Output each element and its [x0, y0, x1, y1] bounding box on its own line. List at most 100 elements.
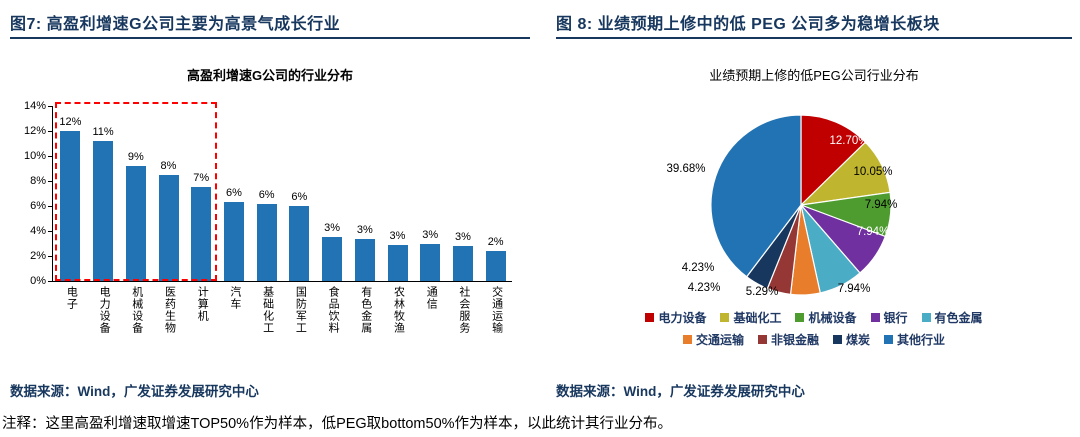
pie-data-label: 7.94%	[838, 283, 871, 295]
legend-swatch	[884, 335, 894, 344]
bar	[485, 251, 506, 281]
pie-chart-title: 业绩预期上修的低PEG公司行业分布	[709, 68, 919, 83]
bar-value-label: 3%	[422, 228, 439, 241]
bar	[420, 243, 441, 281]
x-axis-category-label: 食品饮料	[327, 286, 340, 334]
pie-data-label: 39.68%	[666, 163, 705, 175]
legend-item: 电力设备	[645, 309, 706, 326]
x-axis-category-label: 国防军工	[294, 286, 307, 334]
bar	[125, 166, 146, 281]
legend-label: 其他行业	[897, 333, 946, 347]
x-axis-category-label: 医药生物	[163, 286, 176, 334]
footnote: 注释：这里高盈利增速取增速TOP50%作为样本，低PEG取bottom50%作为…	[2, 416, 673, 432]
bar-value-label: 3%	[389, 229, 406, 242]
pie-chart: 12.70% 10.05% 7.94% 7.94% 7.94% 5.29% 4.23% 4.2…	[666, 114, 898, 298]
bar-chart: 0% 2% 4% 6% 8% 10% 12% 14% 12% 电子 11% 电力设备 9% 机械设备 8% 医…	[10, 10, 530, 410]
legend-label: 有色金属	[934, 311, 983, 325]
legend-label: 银行	[883, 311, 908, 325]
y-axis-tick-label: 14%	[23, 100, 46, 112]
x-axis-category-label: 基础化工	[261, 286, 274, 334]
figure-8-panel: 图 8: 业绩预期上修中的低 PEG 公司多为稳增长板块 业绩预期上修的低PEG…	[556, 10, 1072, 410]
y-axis-tick-label: 12%	[23, 125, 46, 137]
legend-swatch	[757, 335, 767, 344]
legend-row: 电力设备 基础化工 机械设备 银行 有色金属	[645, 309, 983, 326]
legend-label: 电力设备	[658, 311, 707, 325]
legend-swatch	[870, 313, 880, 322]
bar-value-label: 12%	[59, 116, 82, 128]
bar-value-label: 3%	[324, 222, 341, 235]
pie-data-label: 12.70%	[829, 135, 868, 147]
legend-swatch	[833, 335, 842, 344]
legend-label: 基础化工	[733, 311, 782, 325]
x-axis-line	[52, 281, 512, 282]
x-axis-category-label: 计算机	[196, 286, 209, 322]
pie-data-label: 7.94%	[865, 199, 898, 211]
pie-data-label: 5.29%	[746, 286, 779, 298]
bar-value-label: 9%	[127, 151, 144, 163]
legend-item: 基础化工	[720, 309, 781, 326]
y-axis-tick-mark	[48, 181, 52, 182]
pie-data-label: 4.23%	[688, 282, 721, 294]
bar-value-label: 6%	[258, 188, 275, 201]
figure-7-header: 图7: 高盈利增速G公司主要为高景气成长行业	[10, 16, 341, 33]
bar	[452, 246, 473, 281]
pie-data-label: 4.23%	[682, 262, 715, 274]
y-axis-tick-mark	[48, 156, 52, 157]
y-axis-tick-label: 2%	[30, 250, 46, 262]
legend-label: 非银金融	[770, 333, 819, 347]
pie-legend: 电力设备 基础化工 机械设备 银行 有色金属交通运输 非银金融 煤炭 其他行业	[556, 309, 1072, 348]
x-axis-category-label: 交通运输	[490, 286, 503, 334]
figure-8-source: 数据来源：Wind，广发证券发展研究中心	[556, 384, 805, 399]
legend-label: 交通运输	[695, 333, 744, 347]
legend-item: 银行	[870, 309, 908, 326]
bar-value-label: 6%	[225, 187, 242, 200]
x-axis-category-label: 机械设备	[130, 286, 143, 334]
pie-data-label: 7.94%	[857, 226, 890, 238]
bar-value-label: 3%	[454, 231, 471, 243]
bar-value-label: 6%	[291, 191, 308, 203]
figure-8-header-rule	[556, 37, 1072, 39]
x-axis-category-label: 农林牧渔	[392, 286, 405, 334]
bar	[354, 238, 375, 281]
y-axis-tick-mark	[48, 106, 52, 107]
bar	[60, 131, 81, 281]
pie-slice-电力设备	[800, 114, 867, 207]
x-axis-category-label: 电子	[65, 286, 78, 310]
figure-7-header-rule	[10, 37, 530, 39]
legend-swatch	[682, 335, 692, 344]
legend-item: 煤炭	[833, 331, 870, 348]
bar	[256, 203, 277, 281]
legend-label: 煤炭	[846, 333, 871, 347]
highlight-box	[55, 102, 217, 281]
bar-value-label: 8%	[160, 159, 177, 172]
y-axis-tick-mark	[48, 231, 52, 232]
legend-item: 机械设备	[795, 309, 857, 326]
bar-chart-title: 高盈利增速G公司的行业分布	[186, 68, 354, 83]
legend-item: 其他行业	[884, 331, 945, 348]
bar	[223, 202, 244, 281]
bar	[387, 244, 408, 281]
x-axis-category-label: 电力设备	[98, 286, 111, 334]
figure-8-header: 图 8: 业绩预期上修中的低 PEG 公司多为稳增长板块	[556, 16, 940, 33]
y-axis-tick-label: 4%	[30, 225, 46, 237]
legend-swatch	[795, 313, 805, 322]
bar-value-label: 2%	[487, 236, 504, 248]
y-axis-tick-label: 6%	[30, 200, 46, 212]
bar-value-label: 11%	[92, 126, 114, 138]
y-axis-line	[52, 106, 53, 281]
legend-label: 机械设备	[808, 311, 857, 325]
y-axis-tick-label: 8%	[30, 175, 46, 187]
figure-7-source: 数据来源：Wind，广发证券发展研究中心	[10, 384, 259, 399]
y-axis-tick-mark	[48, 256, 52, 257]
legend-swatch	[720, 313, 730, 322]
y-axis-tick-mark	[48, 131, 52, 132]
legend-row: 交通运输 非银金融 煤炭 其他行业	[682, 331, 945, 348]
bar	[93, 141, 114, 281]
legend-item: 交通运输	[682, 331, 744, 348]
pie-slice-其他行业	[710, 114, 802, 278]
x-axis-category-label: 通信	[425, 286, 438, 310]
legend-item: 有色金属	[921, 309, 983, 326]
bar-value-label: 7%	[193, 172, 210, 185]
x-axis-category-label: 有色金属	[359, 286, 372, 334]
legend-swatch	[921, 313, 931, 322]
